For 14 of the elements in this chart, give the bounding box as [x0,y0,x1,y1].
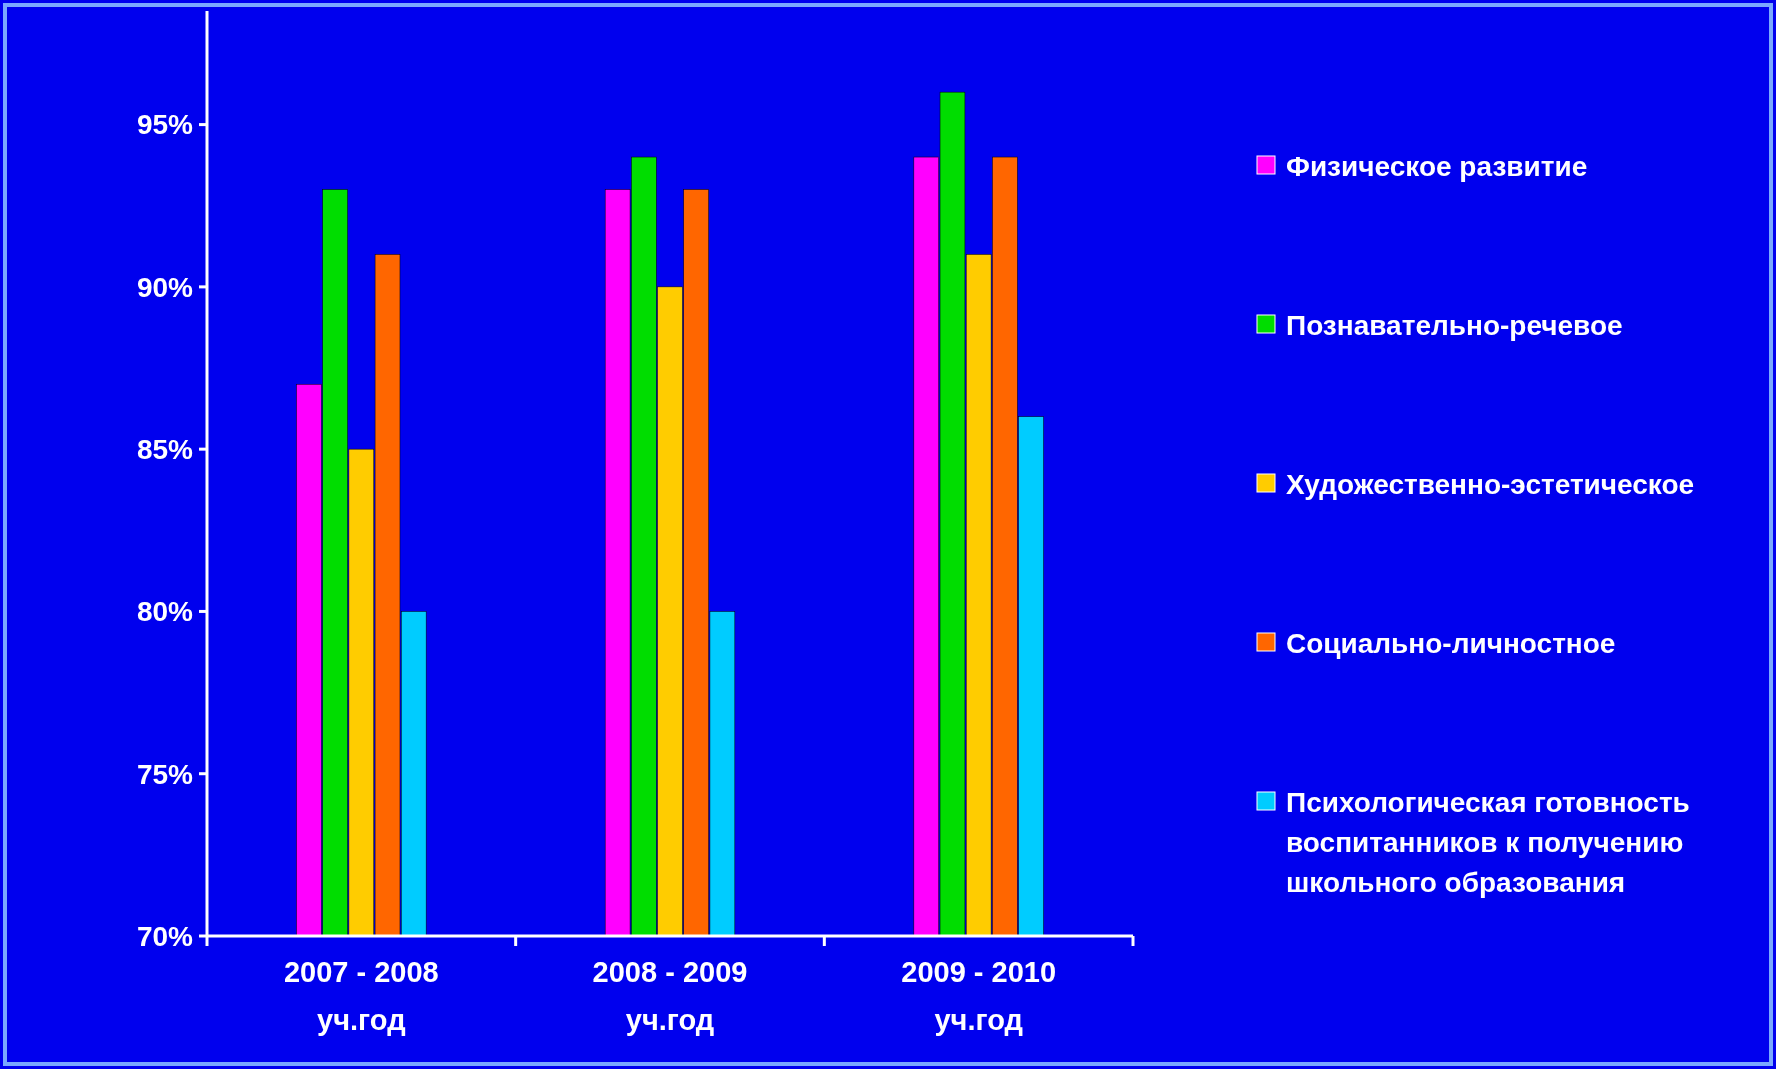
y-tick-label: 90% [136,271,194,303]
y-tick-label: 80% [136,596,194,628]
y-tick-label: 95% [136,109,194,141]
x-tick-label: 2008 - 2009 уч.год [592,956,748,1036]
y-tick-label: 70% [136,920,194,952]
x-tick-label: 2009 - 2010 уч.год [901,956,1057,1036]
legend-label: Социально-личностное [1286,628,1616,659]
legend-label: Психологическая готовность воспитанников к получению школьного образования [1286,787,1690,898]
y-tick-label: 75% [136,758,194,790]
legend-label: Познавательно-речевое [1286,310,1623,341]
legend-label: Физическое развитие [1286,151,1588,182]
y-tick-label: 85% [136,433,194,465]
x-tick-label: 2007 - 2008 уч.год [283,956,439,1036]
legend-label: Художественно-эстетическое [1286,469,1695,500]
